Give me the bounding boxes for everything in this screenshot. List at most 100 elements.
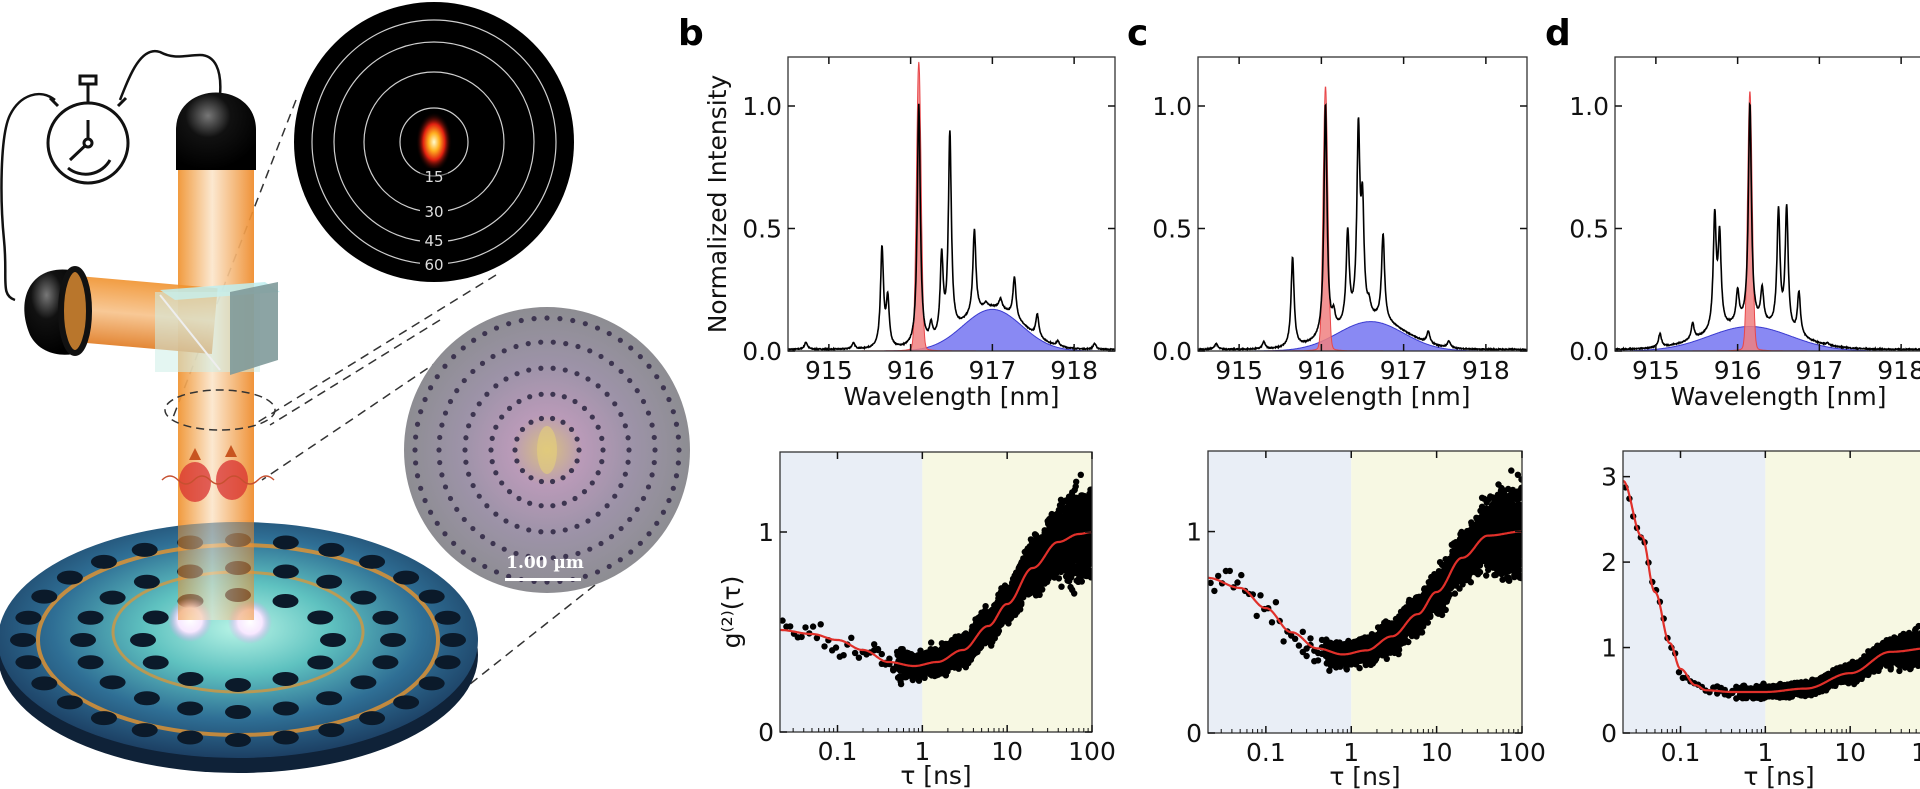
data-point	[1073, 478, 1080, 485]
sem-hole	[528, 419, 534, 425]
sem-hole	[675, 434, 681, 440]
sem-hole	[625, 435, 631, 441]
sem-hole	[434, 520, 440, 526]
data-point	[851, 649, 859, 657]
ring-label-15: 15	[424, 168, 443, 186]
sem-hole	[470, 482, 476, 489]
data-point	[787, 623, 794, 630]
sem-hole	[587, 348, 593, 354]
cavity-hole	[318, 542, 345, 557]
sem-hole	[587, 546, 593, 552]
data-point	[1018, 599, 1025, 606]
background-band-fill	[788, 308, 1115, 351]
sem-hole	[454, 388, 460, 394]
spectrum-line	[788, 103, 1115, 351]
sem-hole	[506, 573, 512, 579]
detector-cable	[0, 92, 56, 302]
sem-hole	[666, 396, 672, 403]
sem-hole	[434, 374, 440, 380]
sem-hole	[608, 534, 615, 540]
spectrum-line	[1615, 101, 1920, 351]
cavity-hole	[418, 676, 445, 691]
sem-hole	[550, 339, 556, 345]
sem-hole	[557, 316, 563, 322]
panel-letter-d: d	[1545, 13, 1571, 54]
cavity-hole	[15, 610, 42, 625]
cavity-hole	[15, 655, 42, 670]
sem-hole	[414, 473, 421, 479]
side-detector-rim	[58, 266, 92, 356]
sem-hole	[606, 330, 612, 337]
sem-hole	[525, 553, 531, 559]
data-point	[1071, 590, 1078, 597]
sem-hole	[617, 557, 623, 563]
sem-hole	[493, 424, 499, 430]
cavity-hole	[272, 535, 299, 550]
sem-hole	[501, 546, 507, 552]
sem-hole	[506, 405, 513, 411]
cavity-hole	[225, 733, 251, 747]
sem-hole	[538, 503, 544, 509]
sem-hole	[649, 472, 655, 478]
sem-hole	[560, 419, 566, 425]
sem-hole	[454, 506, 460, 512]
y-tick-label: 1.0	[1569, 92, 1609, 121]
sem-hole	[463, 435, 469, 441]
sem-hole	[461, 516, 467, 523]
data-point	[915, 677, 923, 684]
data-point	[878, 650, 885, 658]
sem-hole	[627, 377, 633, 384]
sem-hole	[628, 345, 634, 351]
sem-hole	[514, 371, 520, 377]
data-point	[780, 617, 786, 624]
x-tick-label: 915	[805, 356, 853, 385]
sem-hole	[563, 553, 569, 559]
sem-hole	[574, 371, 580, 377]
sem-hole	[447, 398, 454, 405]
sem-hole	[538, 365, 544, 371]
cavity-hole	[307, 610, 334, 625]
sem-hole	[484, 391, 490, 397]
setup-illustration: 15 30 45 60 1.00 µm	[0, 2, 690, 773]
data-point	[886, 655, 893, 662]
sem-hole	[451, 540, 457, 546]
scale-bar	[505, 578, 581, 581]
sem-hole	[550, 365, 556, 371]
sem-hole	[439, 472, 445, 478]
cavity-hole	[434, 655, 461, 670]
data-point	[798, 633, 805, 641]
cavity-hole	[177, 701, 204, 716]
sem-hole	[519, 426, 526, 433]
x-tick-label: 916	[1714, 356, 1762, 385]
y-tick-label: 1.0	[1152, 92, 1192, 121]
cavity-hole	[393, 695, 420, 710]
sem-hole	[594, 325, 601, 331]
cavity-hole	[177, 730, 204, 745]
y-tick-label: 0.5	[1152, 215, 1192, 244]
y-tick-label: 0.5	[1569, 215, 1609, 244]
sem-hole	[670, 409, 676, 415]
sem-hole	[422, 497, 428, 504]
background-band-fill	[1198, 321, 1527, 351]
data-point	[848, 634, 855, 641]
beam-splitter-cube	[155, 282, 280, 375]
sem-hole	[622, 471, 628, 477]
y-axis-label: Normalized Intensity	[703, 75, 732, 334]
sem-hole	[562, 527, 568, 533]
x-axis-label: Wavelength [nm]	[1255, 382, 1471, 411]
cavity-hole	[316, 691, 343, 706]
sem-hole	[514, 523, 520, 529]
ring-label-30: 30	[424, 203, 443, 221]
sem-hole	[595, 424, 601, 430]
sem-hole	[599, 435, 605, 441]
data-point	[1020, 594, 1027, 601]
cavity-hole	[350, 675, 377, 690]
data-point	[832, 644, 840, 651]
sem-hole	[412, 447, 418, 453]
sem-hole	[437, 459, 443, 466]
cavity-hole	[133, 574, 160, 589]
x-tick-label: 915	[1632, 356, 1680, 385]
cavity-hole	[130, 633, 156, 647]
spectrum-line	[1198, 102, 1527, 351]
